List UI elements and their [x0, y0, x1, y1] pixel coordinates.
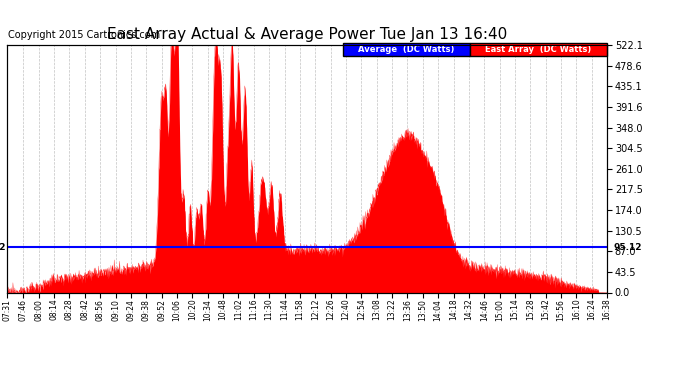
Text: Copyright 2015 Cartronics.com: Copyright 2015 Cartronics.com — [8, 30, 160, 40]
Text: 95.12: 95.12 — [613, 243, 642, 252]
Title: East Array Actual & Average Power Tue Jan 13 16:40: East Array Actual & Average Power Tue Ja… — [107, 27, 507, 42]
Text: 95.12: 95.12 — [0, 243, 6, 252]
